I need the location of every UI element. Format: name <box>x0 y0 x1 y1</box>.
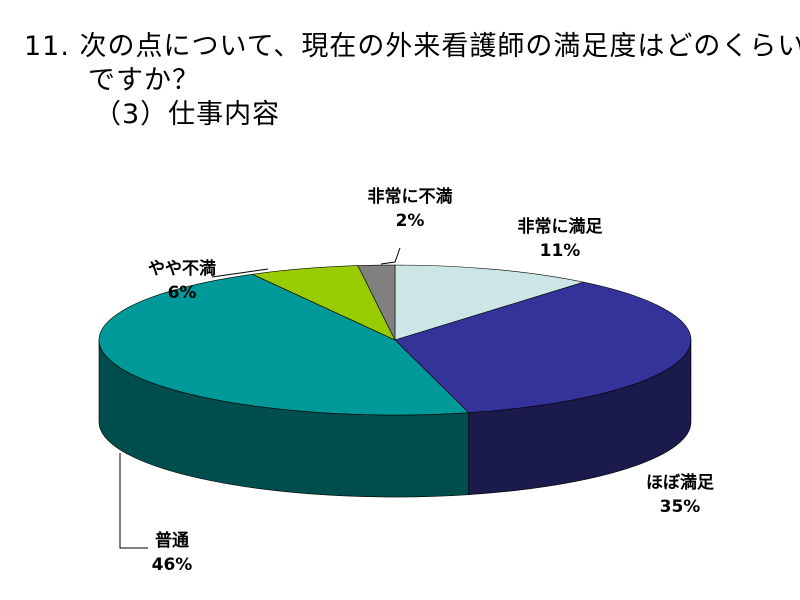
slice-value-2: 46% <box>152 555 193 575</box>
leader-line-3 <box>211 268 269 278</box>
title-line-2: ですか？ <box>88 65 200 96</box>
slice-label-3: やや不満 <box>148 258 216 279</box>
chart-title: 11. 次の点について、現在の外来看護師の満足度はどのくらい ですか？ （3）仕… <box>24 30 800 132</box>
pie-slice-2 <box>98 273 470 416</box>
pie-slice-0 <box>394 264 584 341</box>
pie-tops <box>98 264 692 416</box>
slice-label-4: 非常に不満 <box>368 186 453 207</box>
title-line-1: 11. 次の点について、現在の外来看護師の満足度はどのくらい <box>24 31 800 62</box>
pie-labels: 非常に満足 11% ほぼ満足 35% 普通 46% やや不満 6% 非常に不満 2% <box>119 186 714 575</box>
slice-value-1: 35% <box>660 497 701 517</box>
slice-value-3: 6% <box>168 283 197 303</box>
slice-value-4: 2% <box>396 211 425 231</box>
leader-line-4 <box>380 247 401 265</box>
leader-line-2 <box>119 453 148 549</box>
pie-slice-4 <box>357 264 396 341</box>
pie-slice-1 <box>394 281 692 413</box>
slice-label-2: 普通 <box>155 530 189 551</box>
title-line-3: （3）仕事内容 <box>94 99 281 130</box>
slice-value-0: 11% <box>540 241 581 261</box>
slice-label-1: ほぼ満足 <box>646 472 714 493</box>
slice-label-0: 非常に満足 <box>518 216 603 237</box>
